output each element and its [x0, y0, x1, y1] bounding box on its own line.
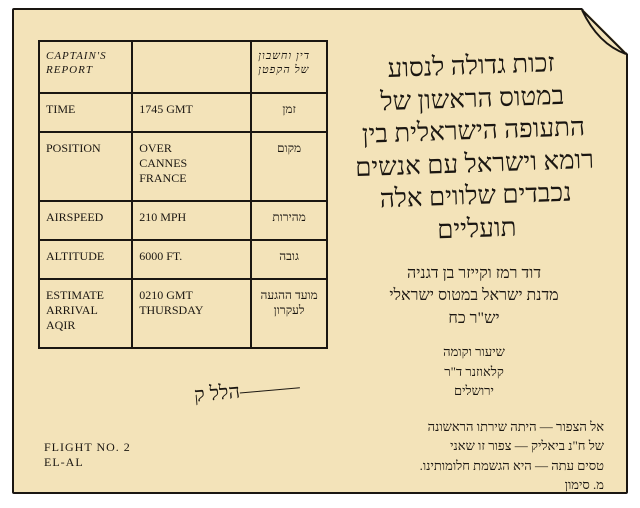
hebrew-line: מדנת ישראל במטוס ישראלי [344, 285, 604, 307]
row-label-en: POSITION [39, 132, 132, 201]
hebrew-line: ירושלים [344, 381, 604, 401]
hebrew-line: טסים עתה — היא הגשמת חלומותינו. [344, 456, 604, 476]
signature: הלל ק——— [193, 375, 301, 407]
row-value-en: 1745 GMT [132, 93, 251, 132]
header-col2 [132, 41, 251, 93]
table-row: TIME 1745 GMT זמן [39, 93, 327, 132]
hebrew-mid: דוד רמז וקייזר בן דגניה מדנת ישראל במטוס… [344, 263, 604, 330]
row-label-en: AIRSPEED [39, 201, 132, 240]
row-label-he: מועד ההגעהלעקרון [251, 279, 327, 348]
hebrew-notes: זכות גדולה לנסוע במטוס הראשון של התעופה … [344, 50, 604, 495]
hebrew-small: שיעור וקומה קלאוזנר ד"ר ירושלים [344, 342, 604, 401]
flight-footer: FLIGHT NO. 2 EL-AL [44, 440, 131, 470]
row-value-en: OVERCANNESFRANCE [132, 132, 251, 201]
row-value-en: 210 MPH [132, 201, 251, 240]
hebrew-line: יש"ר כח [344, 308, 604, 330]
airline-name: EL-AL [44, 455, 131, 470]
hebrew-line: שיעור וקומה [344, 342, 604, 362]
row-value-en: 0210 GMTTHURSDAY [132, 279, 251, 348]
table-row: AIRSPEED 210 MPH מהירות [39, 201, 327, 240]
table-row: ALTITUDE 6000 FT. גובה [39, 240, 327, 279]
flight-number: FLIGHT NO. 2 [44, 440, 131, 455]
row-label-he: מהירות [251, 201, 327, 240]
hebrew-line: קלאוזנר ד"ר [344, 362, 604, 382]
row-label-he: זמן [251, 93, 327, 132]
hebrew-paragraph: אל הצפור — היתה שירתו הראשונה של ח"נ ביא… [344, 417, 604, 495]
row-label-en: ESTIMATEARRIVALAQIR [39, 279, 132, 348]
hebrew-main: זכות גדולה לנסוע במטוס הראשון של התעופה … [341, 46, 608, 250]
row-label-en: TIME [39, 93, 132, 132]
hebrew-line: דוד רמז וקייזר בן דגניה [344, 263, 604, 285]
header-col1: CAPTAIN'S REPORT [39, 41, 132, 93]
table-row: ESTIMATEARRIVALAQIR 0210 GMTTHURSDAY מוע… [39, 279, 327, 348]
table-row: POSITION OVERCANNESFRANCE מקום [39, 132, 327, 201]
header-col3: דין וחשבון של הקפטן [251, 41, 327, 93]
row-value-en: 6000 FT. [132, 240, 251, 279]
table-header-row: CAPTAIN'S REPORT דין וחשבון של הקפטן [39, 41, 327, 93]
paper-sheet: CAPTAIN'S REPORT דין וחשבון של הקפטן TIM… [12, 8, 628, 494]
hebrew-line: מ. סימון [344, 475, 604, 495]
row-label-he: מקום [251, 132, 327, 201]
hebrew-line: אל הצפור — היתה שירתו הראשונה [344, 417, 604, 437]
captains-report-table: CAPTAIN'S REPORT דין וחשבון של הקפטן TIM… [38, 40, 328, 349]
row-label-he: גובה [251, 240, 327, 279]
row-label-en: ALTITUDE [39, 240, 132, 279]
hebrew-line: של ח"נ ביאליק — צפור זו שאני [344, 436, 604, 456]
